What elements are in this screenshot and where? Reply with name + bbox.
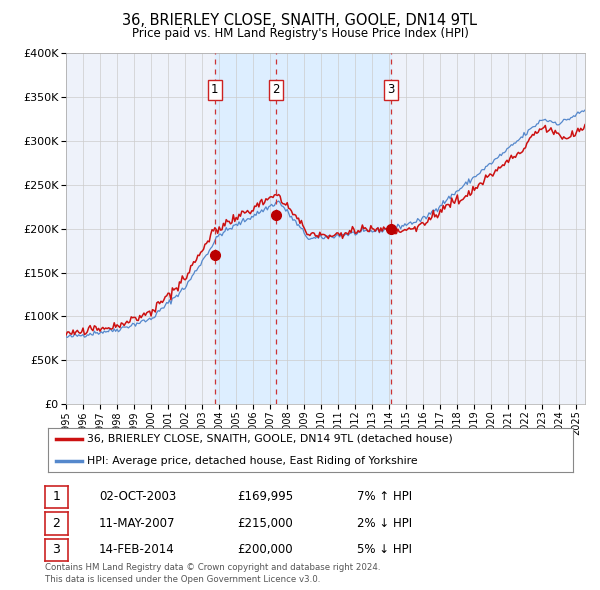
Text: £169,995: £169,995 — [237, 490, 293, 503]
Text: 3: 3 — [388, 83, 395, 96]
Bar — [215, 53, 391, 404]
Text: 7% ↑ HPI: 7% ↑ HPI — [357, 490, 412, 503]
Text: 36, BRIERLEY CLOSE, SNAITH, GOOLE, DN14 9TL: 36, BRIERLEY CLOSE, SNAITH, GOOLE, DN14 … — [122, 13, 478, 28]
Text: 14-FEB-2014: 14-FEB-2014 — [99, 543, 175, 556]
Text: 3: 3 — [52, 543, 61, 556]
Text: 2: 2 — [272, 83, 280, 96]
Text: £215,000: £215,000 — [237, 517, 293, 530]
Text: 5% ↓ HPI: 5% ↓ HPI — [357, 543, 412, 556]
Text: 2% ↓ HPI: 2% ↓ HPI — [357, 517, 412, 530]
Text: Price paid vs. HM Land Registry's House Price Index (HPI): Price paid vs. HM Land Registry's House … — [131, 27, 469, 40]
Text: 1: 1 — [52, 490, 61, 503]
Text: 1: 1 — [211, 83, 218, 96]
Text: Contains HM Land Registry data © Crown copyright and database right 2024.: Contains HM Land Registry data © Crown c… — [45, 563, 380, 572]
Text: 36, BRIERLEY CLOSE, SNAITH, GOOLE, DN14 9TL (detached house): 36, BRIERLEY CLOSE, SNAITH, GOOLE, DN14 … — [88, 434, 453, 444]
Text: HPI: Average price, detached house, East Riding of Yorkshire: HPI: Average price, detached house, East… — [88, 456, 418, 466]
Text: 11-MAY-2007: 11-MAY-2007 — [99, 517, 176, 530]
Text: £200,000: £200,000 — [237, 543, 293, 556]
Text: This data is licensed under the Open Government Licence v3.0.: This data is licensed under the Open Gov… — [45, 575, 320, 584]
Text: 02-OCT-2003: 02-OCT-2003 — [99, 490, 176, 503]
Text: 2: 2 — [52, 517, 61, 530]
